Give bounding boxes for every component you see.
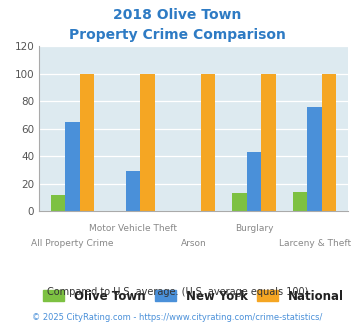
Text: Compared to U.S. average. (U.S. average equals 100): Compared to U.S. average. (U.S. average … <box>47 287 308 297</box>
Bar <box>322 74 337 211</box>
Text: Arson: Arson <box>181 239 206 248</box>
Bar <box>65 122 80 211</box>
Text: Property Crime Comparison: Property Crime Comparison <box>69 28 286 42</box>
Bar <box>126 171 140 211</box>
Bar <box>50 195 65 211</box>
Text: Larceny & Theft: Larceny & Theft <box>279 239 351 248</box>
Bar <box>261 74 276 211</box>
Bar <box>232 193 247 211</box>
Bar <box>247 152 261 211</box>
Text: Motor Vehicle Theft: Motor Vehicle Theft <box>89 224 177 233</box>
Bar <box>140 74 155 211</box>
Legend: Olive Town, New York, National: Olive Town, New York, National <box>43 290 344 303</box>
Text: © 2025 CityRating.com - https://www.cityrating.com/crime-statistics/: © 2025 CityRating.com - https://www.city… <box>32 313 323 322</box>
Text: Burglary: Burglary <box>235 224 273 233</box>
Bar <box>307 107 322 211</box>
Text: All Property Crime: All Property Crime <box>31 239 114 248</box>
Bar <box>201 74 215 211</box>
Bar <box>80 74 94 211</box>
Bar <box>293 192 307 211</box>
Text: 2018 Olive Town: 2018 Olive Town <box>113 8 242 22</box>
